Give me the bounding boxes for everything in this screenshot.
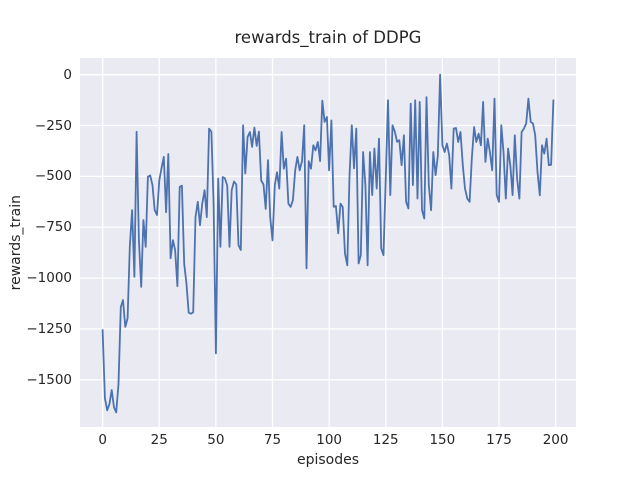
x-tick-label: 125: [372, 432, 399, 448]
y-axis-label-text: rewards_train: [8, 194, 24, 291]
x-tick-label: 175: [486, 432, 512, 448]
plot-area: [80, 58, 576, 427]
y-tick-label: −1250: [26, 320, 72, 337]
x-tick-label: 150: [429, 432, 456, 448]
y-tick-label: −1500: [26, 371, 72, 388]
y-tick-label: −500: [34, 168, 72, 185]
y-axis-label: rewards_train: [6, 58, 26, 427]
x-tick-label: 75: [263, 432, 282, 448]
reward-line: [101, 73, 555, 414]
y-tick-label: 0: [63, 66, 72, 83]
y-tick-label: −1000: [26, 270, 72, 287]
x-tick-label: 25: [150, 432, 168, 448]
x-tick-label: 200: [542, 432, 569, 448]
x-tick-label: 0: [98, 432, 107, 448]
y-tick-label: −250: [34, 117, 72, 134]
plot-canvas: [80, 58, 576, 427]
x-tick-label: 50: [207, 432, 225, 448]
chart-title: rewards_train of DDPG: [234, 28, 422, 47]
y-tick-label: −750: [34, 219, 72, 236]
x-tick-label: 100: [316, 432, 343, 448]
x-axis-label: episodes: [296, 452, 360, 468]
